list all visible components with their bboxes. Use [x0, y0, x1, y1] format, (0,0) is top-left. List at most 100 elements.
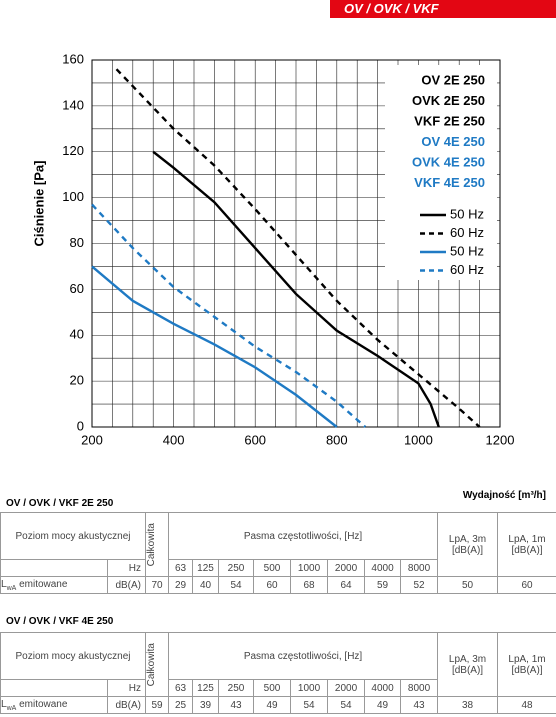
y-tick-label: 100 — [62, 189, 84, 204]
header-cell: LpA, 1m [dB(A)] — [497, 512, 556, 577]
cell: 52 — [400, 576, 439, 594]
data-row: LwA emitowane dB(A) 59 25 39 43 49 54 54 49 43 38 48 — [0, 696, 556, 714]
cell: 4000 — [364, 679, 402, 697]
cell: 48 — [497, 696, 556, 714]
table-title: OV / OVK / VKF 4E 250 — [6, 616, 114, 627]
chart: 200 400 600 800 1000 1200 0 20 40 60 80 100 120 140 16… — [31, 51, 515, 447]
cell: 4000 — [364, 559, 402, 577]
cell: 59 — [145, 696, 170, 714]
legend-box — [385, 65, 497, 280]
cell: 54 — [290, 696, 329, 714]
legend-label: 50 Hz — [450, 206, 484, 221]
cell — [0, 679, 108, 697]
header-cell: Pasma częstotliwości, [Hz] — [168, 632, 439, 680]
header-row: Poziom mocy akustycznej Całkowita Pasma cz… — [0, 512, 556, 577]
table: Poziom mocy akustycznej Całkowita Pasma cz… — [0, 512, 556, 594]
cell: Hz — [106, 679, 147, 697]
cell: 25 — [168, 696, 194, 714]
cell: 500 — [253, 559, 292, 577]
cell: 49 — [253, 696, 292, 714]
cell: 125 — [192, 679, 220, 697]
cell: LwA emitowane — [0, 696, 108, 714]
x-tick-label: 1200 — [486, 432, 515, 447]
x-tick-label: 1000 — [404, 432, 433, 447]
cell: 125 — [192, 559, 220, 577]
cell: 63 — [168, 559, 194, 577]
cell: 8000 — [400, 679, 439, 697]
annotation: OV 2E 250 — [421, 72, 485, 87]
y-tick-label: 0 — [77, 418, 84, 433]
label: L — [1, 578, 7, 590]
header-cell: LpA, 3m [dB(A)] — [437, 512, 499, 577]
header-text: Całkowita — [146, 522, 158, 567]
plot-frame — [91, 59, 501, 428]
legend-label: 60 Hz — [450, 262, 484, 277]
cell: LwA emitowane — [0, 576, 108, 594]
cell: 40 — [192, 576, 220, 594]
cell: 59 — [364, 576, 402, 594]
header-text: Całkowita — [146, 642, 158, 687]
table: Poziom mocy akustycznej Całkowita Pasma cz… — [0, 632, 556, 714]
cell: 250 — [218, 559, 255, 577]
header-cell: LpA, 3m [dB(A)] — [437, 632, 499, 697]
table-title: OV / OVK / VKF 2E 250 — [6, 498, 114, 509]
cell: 63 — [168, 679, 194, 697]
line — [91, 203, 367, 428]
header-row: Hz 63 125 250 500 1000 2000 4000 8000 — [0, 679, 556, 697]
x-tick-label: 600 — [244, 432, 266, 447]
header-row: Poziom mocy akustycznej Całkowita Pasma cz… — [0, 632, 556, 697]
x-tick-label: 400 — [163, 432, 185, 447]
cell: 500 — [253, 679, 292, 697]
cell: 250 — [218, 679, 255, 697]
data-row: LwA emitowane dB(A) 70 29 40 54 60 68 64 59 52 50 60 — [0, 576, 556, 594]
y-tick-label: 40 — [70, 327, 84, 342]
label: L — [1, 698, 7, 710]
header-cell: Pasma częstotliwości, [Hz] — [168, 512, 439, 560]
cell: 39 — [192, 696, 220, 714]
cell: 70 — [145, 576, 170, 594]
header-cell: Poziom mocy akustycznej — [0, 512, 146, 560]
cell: 54 — [218, 576, 255, 594]
x-tick-label: 200 — [81, 432, 103, 447]
cell: 8000 — [400, 559, 439, 577]
y-tick-label: 140 — [62, 97, 84, 112]
cell: 43 — [400, 696, 439, 714]
y-tick-label: 120 — [62, 143, 84, 158]
label-sub: wA — [6, 704, 17, 712]
y-tick-label: 80 — [70, 235, 84, 250]
annotation: OVK 4E 250 — [412, 154, 485, 169]
x-axis-label: Wydajność [m³/h] — [462, 490, 546, 501]
cell — [0, 559, 108, 577]
x-tick-label: 800 — [326, 432, 348, 447]
cell: 68 — [290, 576, 329, 594]
cell: dB(A) — [106, 576, 147, 594]
cell: Hz — [106, 559, 147, 577]
header-cell: Poziom mocy akustycznej — [0, 632, 146, 680]
legend-label: 60 Hz — [450, 225, 484, 240]
annotation: VKF 2E 250 — [414, 113, 485, 128]
label-sub: wA — [6, 584, 17, 592]
cell: 49 — [364, 696, 402, 714]
cell: 29 — [168, 576, 194, 594]
header-cell: LpA, 1m [dB(A)] — [497, 632, 556, 697]
header-cell: Całkowita — [145, 512, 170, 577]
y-tick-label: 160 — [62, 51, 84, 66]
cell: 2000 — [327, 559, 366, 577]
cell: dB(A) — [106, 696, 147, 714]
line — [152, 150, 440, 428]
cell: 1000 — [290, 559, 329, 577]
cell: 50 — [437, 576, 499, 594]
line — [91, 265, 338, 428]
legend-label: 50 Hz — [450, 243, 484, 258]
line — [115, 68, 481, 428]
y-tick-label: 60 — [70, 281, 84, 296]
cell: 64 — [327, 576, 366, 594]
cell: 54 — [327, 696, 366, 714]
annotation: VKF 4E 250 — [414, 175, 485, 190]
cell: 38 — [437, 696, 499, 714]
cell: 43 — [218, 696, 255, 714]
y-tick-label: 20 — [70, 373, 84, 388]
cell: 1000 — [290, 679, 329, 697]
y-axis-label: Ciśnienie [Pa] — [31, 161, 46, 247]
